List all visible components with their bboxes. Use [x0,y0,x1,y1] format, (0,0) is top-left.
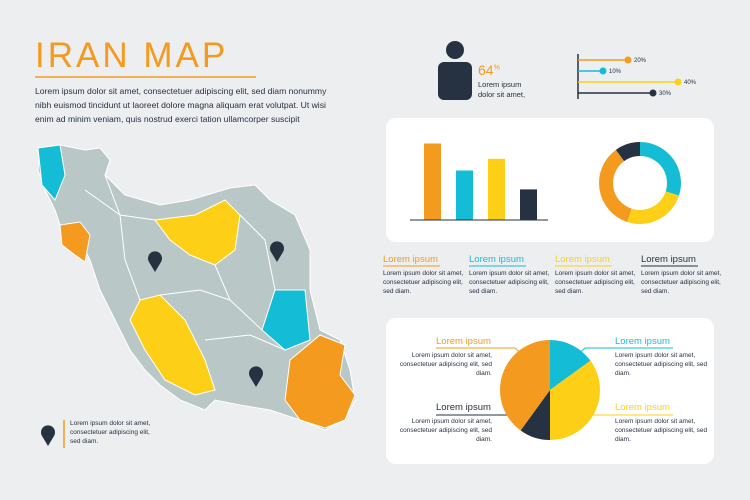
item-text: Lorem ipsum dolor sit amet, consectetuer… [641,270,722,295]
person-icon [438,41,472,100]
border [204,334,286,351]
bar [424,143,441,220]
province [59,221,91,263]
title: IRAN MAP [35,36,229,75]
slice [627,191,679,224]
bar [488,158,505,220]
map-caption: Lorem ipsum dolor sit amet, consectetuer… [70,420,151,445]
pin [148,251,163,272]
map [37,144,356,431]
item-text: Lorem ipsum dolor sit amet, consectetuer… [555,270,636,295]
pie-item-title: Lorem ipsum [436,336,491,347]
pie-item-text: Lorem ipsum dolor sit amet, consectetuer… [615,352,708,377]
person-head [446,41,464,59]
item-title: Lorem ipsum [469,254,524,265]
lollipop-dot [674,78,682,86]
intro-text: Lorem ipsum dolor sit amet, consectetuer… [35,86,327,124]
pin [41,425,56,446]
slice [550,360,600,440]
slice [615,142,640,162]
province [37,144,66,201]
pie-item-text: Lorem ipsum dolor sit amet, consectetuer… [399,352,492,377]
item-text: Lorem ipsum dolor sit amet, consectetuer… [469,270,550,295]
value-label: 30% [659,91,672,97]
stat: 64% [478,62,500,78]
border [159,289,231,301]
province [261,289,311,351]
pie-item-text: Lorem ipsum dolor sit amet, consectetuer… [615,418,708,443]
slice [499,340,550,431]
item-title: Lorem ipsum [383,254,438,265]
lollipop-dot [599,67,607,75]
value-label: 40% [684,80,697,86]
item-title: Lorem ipsum [555,254,610,265]
province [154,199,241,266]
pie-item-title: Lorem ipsum [615,402,670,413]
province [284,334,356,429]
border [84,189,156,221]
lollipop-dot [649,89,657,97]
pins [41,241,285,446]
bar [456,170,473,220]
bar [520,189,537,220]
border [239,214,276,291]
pie-item-title: Lorem ipsum [436,402,491,413]
pin [249,366,263,387]
item-text: Lorem ipsum dolor sit amet, consectetuer… [383,270,464,295]
person-body [438,62,472,100]
pie-item-title: Lorem ipsum [615,336,670,347]
value-label: 10% [609,69,622,75]
stat-value: 64 [478,62,494,78]
province [129,294,216,396]
lollipop-dot [624,56,632,64]
pin [270,241,285,262]
slice [640,142,682,196]
item-title: Lorem ipsum [641,254,696,265]
slice [520,390,550,440]
stat-unit: % [493,64,500,72]
slice [550,340,591,390]
pie-item-text: Lorem ipsum dolor sit amet, consectetuer… [399,418,492,443]
slice [599,149,632,222]
border [104,174,141,301]
stat-text: Lorem ipsum dolor sit amet, [478,80,526,99]
value-label: 20% [634,58,647,64]
